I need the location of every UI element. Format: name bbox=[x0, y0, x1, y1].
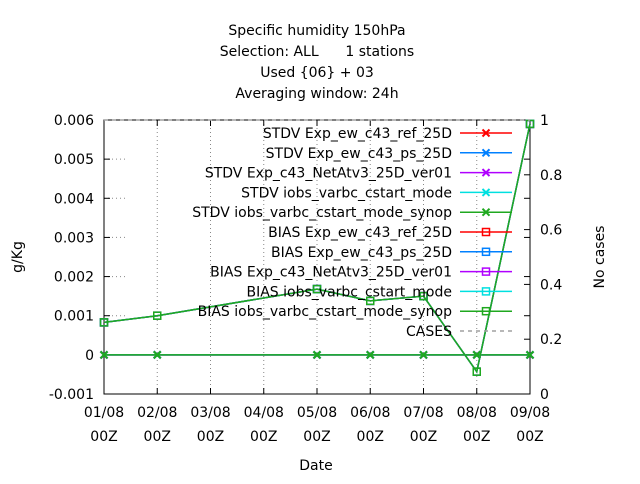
x-tick-label: 09/08 bbox=[510, 405, 550, 421]
data-point bbox=[481, 306, 491, 316]
data-point bbox=[481, 287, 491, 296]
data-point bbox=[481, 247, 491, 257]
x-tick-label: 02/08 bbox=[137, 405, 177, 421]
y-axis-label: g/Kg bbox=[10, 241, 26, 273]
x-tick-label: 04/08 bbox=[244, 405, 284, 421]
y2-axis-label: No cases bbox=[592, 226, 608, 289]
data-point bbox=[481, 148, 491, 158]
y-tick-label: -0.001 bbox=[49, 387, 94, 403]
data-point bbox=[419, 350, 428, 360]
x-tick-label: 00Z bbox=[144, 429, 171, 445]
legend-label: STDV Exp_c43_NetAtv3_25D_ver01 bbox=[205, 166, 452, 182]
chart-title-line: Averaging window: 24h bbox=[235, 86, 398, 102]
y-tick-label: 0.004 bbox=[54, 191, 94, 207]
x-tick-label: 00Z bbox=[357, 429, 384, 445]
y2-tick-label: 0.4 bbox=[540, 277, 562, 293]
legend-label: STDV iobs_varbc_cstart_mode_synop bbox=[192, 205, 452, 221]
data-point bbox=[153, 350, 162, 360]
x-tick-label: 00Z bbox=[250, 429, 277, 445]
x-tick-label: 00Z bbox=[197, 429, 224, 445]
data-point bbox=[472, 367, 481, 376]
y2-tick-label: 0.8 bbox=[540, 168, 562, 184]
x-tick-label: 08/08 bbox=[457, 405, 497, 421]
chart-title-line: Selection: ALL 1 stations bbox=[220, 44, 414, 60]
legend-label: BIAS Exp_c43_NetAtv3_25D_ver01 bbox=[210, 265, 452, 281]
x-tick-label: 00Z bbox=[410, 429, 437, 445]
data-point bbox=[419, 291, 428, 301]
legend-label: BIAS iobs_varbc_cstart_mode bbox=[247, 284, 453, 300]
data-point bbox=[481, 227, 491, 237]
series-line bbox=[103, 123, 531, 374]
legend-label: BIAS Exp_ew_c43_ref_25D bbox=[268, 225, 452, 241]
x-tick-label: 03/08 bbox=[190, 405, 230, 421]
y-tick-label: 0.006 bbox=[54, 113, 94, 129]
y2-tick-label: 1 bbox=[540, 113, 549, 129]
data-point bbox=[481, 128, 491, 138]
data-point bbox=[481, 207, 491, 217]
legend-label: CASES bbox=[406, 324, 452, 340]
x-tick-label: 06/08 bbox=[350, 405, 390, 421]
data-point bbox=[366, 350, 375, 360]
y-tick-label: 0.001 bbox=[54, 309, 94, 325]
y2-tick-label: 0.6 bbox=[540, 223, 562, 239]
y-tick-label: 0.002 bbox=[54, 270, 94, 286]
legend-group: STDV Exp_ew_c43_ref_25D STDV Exp_ew_c43_p… bbox=[192, 126, 512, 340]
y-tick-label: 0.003 bbox=[54, 230, 94, 246]
chart-title-line: Specific humidity 150hPa bbox=[228, 23, 405, 39]
data-point bbox=[366, 296, 375, 306]
data-point bbox=[472, 350, 481, 360]
x-tick-label: 00Z bbox=[516, 429, 543, 445]
data-point bbox=[525, 350, 535, 360]
x-tick-label: 07/08 bbox=[403, 405, 443, 421]
chart-title-line: Used {06} + 03 bbox=[260, 65, 374, 81]
data-point bbox=[312, 350, 322, 360]
x-tick-label: 01/08 bbox=[84, 405, 124, 421]
series-STDV iobs_varbc_cstart_mode_synop bbox=[99, 350, 535, 360]
series-group bbox=[99, 119, 535, 376]
data-point bbox=[99, 318, 109, 327]
chart-title-group: Specific humidity 150hPa Selection: ALL 1… bbox=[220, 23, 414, 102]
legend-label: BIAS Exp_ew_c43_ps_25D bbox=[271, 245, 452, 261]
x-tick-label: 00Z bbox=[90, 429, 117, 445]
x-tick-label: 05/08 bbox=[297, 405, 337, 421]
y2-tick-label: 0 bbox=[540, 387, 549, 403]
y-tick-label: 0 bbox=[85, 348, 94, 364]
y-tick-label: 0.005 bbox=[54, 152, 94, 168]
data-point bbox=[99, 350, 109, 360]
data-point bbox=[481, 267, 491, 276]
data-point bbox=[312, 284, 322, 294]
data-point bbox=[481, 168, 491, 177]
x-axis-label: Date bbox=[299, 458, 332, 474]
legend-label: STDV iobs_varbc_cstart_mode bbox=[241, 185, 452, 201]
axes-group: -0.001 0 0.001 0.002 0.003 0.004 0.005 0.006 0 0.… bbox=[10, 113, 608, 474]
data-point bbox=[153, 311, 162, 320]
legend-label: STDV Exp_ew_c43_ps_25D bbox=[266, 146, 452, 162]
x-tick-label: 00Z bbox=[303, 429, 330, 445]
x-tick-label: 00Z bbox=[463, 429, 490, 445]
y2-tick-label: 0.2 bbox=[540, 332, 562, 348]
data-point bbox=[481, 188, 491, 197]
legend-label: STDV Exp_ew_c43_ref_25D bbox=[263, 126, 452, 142]
legend-label: BIAS iobs_varbc_cstart_mode_synop bbox=[198, 304, 453, 320]
